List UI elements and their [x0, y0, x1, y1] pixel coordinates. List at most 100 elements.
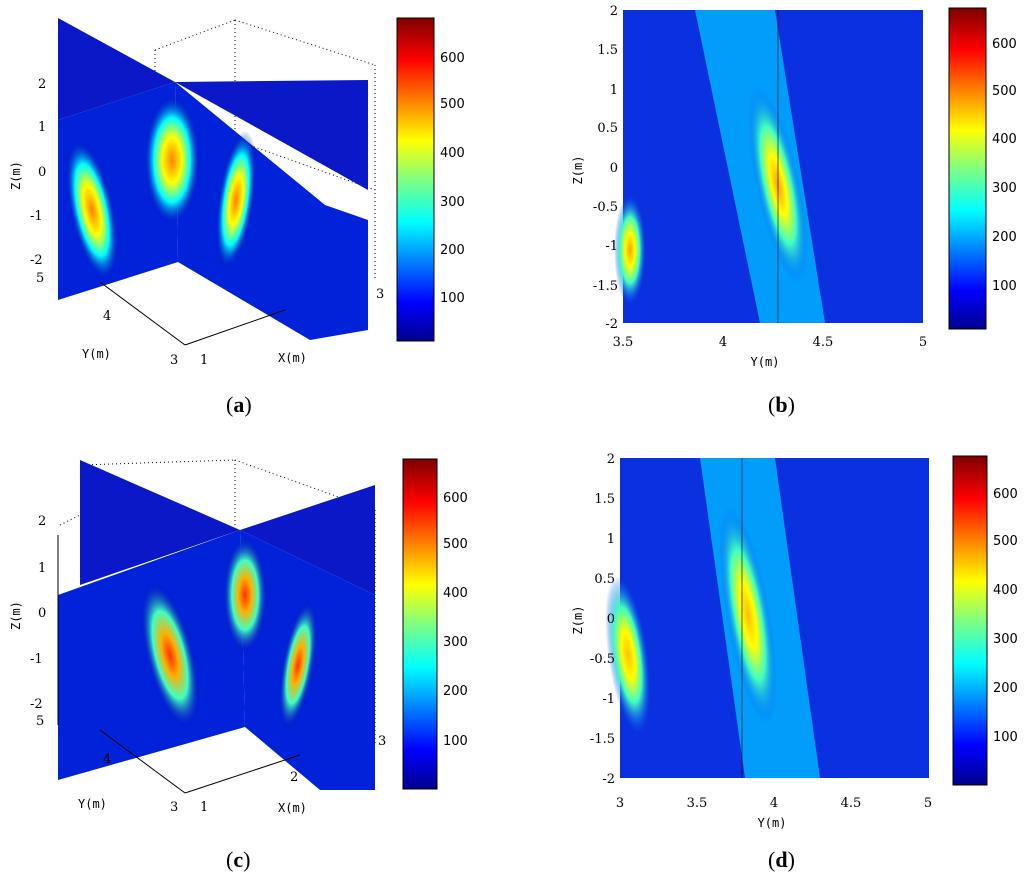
svg-text:3: 3 [378, 734, 386, 749]
panel-b-heatmap: 2 1.5 1 0.5 0 -0.5 -1 -1.5 -2 3.5 4 4.5 … [571, 4, 1017, 369]
3d-box-outline-c [59, 459, 376, 745]
hotspot-c-right [278, 600, 318, 730]
svg-text:1: 1 [38, 561, 46, 576]
panel-a-3d-slices: 2 1 0 -1 -2 5 4 3 1 3 Y(m) X(m) Z(m) 100… [9, 17, 465, 368]
y-axis-line-c [99, 729, 186, 794]
colorbar-ticks-c: 100 200 300 400 500 600 [443, 491, 468, 749]
svg-text:200: 200 [992, 230, 1017, 245]
hotspot-right [215, 130, 257, 270]
svg-text:1: 1 [610, 83, 618, 98]
y-axis-label-b: Z(m) [571, 156, 585, 185]
svg-text:1: 1 [607, 532, 615, 547]
z-axis-label-a: Z(m) [9, 161, 23, 190]
y-axis-label-a: Y(m) [82, 347, 111, 361]
svg-text:500: 500 [992, 84, 1017, 99]
x-ticks-d: 3 3.5 4 4.5 5 [616, 796, 932, 811]
z-axis-label-c: Z(m) [9, 601, 23, 630]
svg-text:600: 600 [440, 51, 465, 66]
x-axis-label-c: X(m) [278, 801, 307, 815]
svg-text:0.5: 0.5 [597, 121, 618, 136]
x-axis-label-d: Y(m) [758, 816, 787, 830]
svg-text:-1.5: -1.5 [593, 279, 618, 294]
svg-text:500: 500 [443, 537, 468, 552]
x-axis-line-c [184, 754, 301, 794]
hotspot-b-left [614, 195, 646, 305]
svg-text:3: 3 [376, 287, 384, 302]
svg-text:5: 5 [924, 796, 932, 811]
y-ticks-d: 2 1.5 1 0.5 0 -0.5 -1 -1.5 -2 [590, 452, 615, 787]
y-ticks-b: 2 1.5 1 0.5 0 -0.5 -1 -1.5 -2 [593, 4, 618, 332]
svg-text:0: 0 [38, 165, 46, 180]
y-axis-label-c: Y(m) [78, 797, 107, 811]
svg-text:2: 2 [610, 4, 618, 19]
svg-text:600: 600 [992, 37, 1017, 52]
svg-text:400: 400 [992, 132, 1017, 147]
svg-text:300: 300 [993, 632, 1018, 647]
y-axis-line-a [99, 281, 186, 346]
svg-text:1: 1 [38, 120, 46, 135]
svg-text:-2: -2 [30, 253, 43, 268]
svg-text:-1: -1 [30, 209, 43, 224]
slice-top-back-c [80, 460, 375, 595]
svg-text:4: 4 [770, 796, 778, 811]
svg-text:-2: -2 [602, 772, 615, 787]
x-axis-label-b: Y(m) [751, 355, 780, 369]
svg-text:-1: -1 [602, 692, 615, 707]
svg-text:-0.5: -0.5 [593, 200, 618, 215]
z-ticks-a: 2 1 0 -1 -2 [30, 77, 46, 268]
panel-c-3d-slices: 2 1 0 -1 -2 5 4 3 1 2 3 Y(m) X(m) Z(m) 1… [9, 458, 468, 815]
y-axis-label-d: Z(m) [571, 606, 585, 635]
svg-text:4.5: 4.5 [841, 796, 862, 811]
colorbar-ticks-a: 100 200 300 400 500 600 [440, 51, 465, 306]
svg-text:500: 500 [993, 534, 1018, 549]
svg-text:200: 200 [993, 681, 1018, 696]
colorbar-d [952, 455, 988, 786]
svg-text:400: 400 [443, 586, 468, 601]
svg-text:0.5: 0.5 [594, 572, 615, 587]
svg-text:0: 0 [38, 606, 46, 621]
colorbar-c [402, 458, 438, 790]
svg-text:-1: -1 [30, 652, 43, 667]
svg-text:4: 4 [103, 752, 111, 767]
colorbar-b [948, 7, 987, 330]
svg-text:200: 200 [440, 243, 465, 258]
svg-text:0: 0 [610, 161, 618, 176]
svg-text:4: 4 [719, 335, 727, 350]
slice-y-plane [175, 82, 368, 340]
svg-text:500: 500 [440, 97, 465, 112]
svg-text:3: 3 [616, 796, 624, 811]
caption-c: (c) [226, 847, 251, 872]
caption-a: (a) [226, 392, 252, 417]
svg-text:1.5: 1.5 [597, 43, 618, 58]
svg-text:3: 3 [170, 800, 178, 815]
caption-d: (d) [768, 847, 795, 872]
x-ticks-b: 3.5 4 4.5 5 [613, 335, 927, 350]
svg-text:400: 400 [440, 146, 465, 161]
colorbar-ticks-d: 100 200 300 400 500 600 [993, 487, 1018, 745]
hotspot-c-left [140, 581, 200, 729]
svg-text:4.5: 4.5 [813, 335, 834, 350]
svg-text:-2: -2 [30, 697, 43, 712]
y-ticks-a: 5 4 3 [36, 271, 178, 368]
svg-text:4: 4 [103, 309, 111, 324]
svg-text:100: 100 [992, 279, 1017, 294]
hotspot-c-center [223, 537, 267, 653]
x-axis-label-a: X(m) [278, 351, 307, 365]
x-axis-line-a [184, 309, 286, 346]
x-ticks-c: 1 2 3 [200, 734, 386, 815]
svg-text:300: 300 [440, 195, 465, 210]
hotspot-center [144, 95, 200, 225]
svg-text:200: 200 [443, 684, 468, 699]
svg-text:2: 2 [38, 77, 46, 92]
hotspot-d-main [719, 506, 777, 724]
colorbar-a [396, 17, 435, 342]
svg-text:1: 1 [200, 353, 208, 368]
panel-d-heatmap: 2 1.5 1 0.5 0 -0.5 -1 -1.5 -2 3 3.5 4 4.… [571, 452, 1018, 830]
svg-text:3.5: 3.5 [687, 796, 708, 811]
svg-text:-2: -2 [605, 317, 618, 332]
svg-text:3: 3 [170, 353, 178, 368]
svg-text:-0.5: -0.5 [590, 652, 615, 667]
svg-text:0: 0 [607, 612, 615, 627]
hotspot-d-left [605, 575, 651, 735]
colorbar-ticks-b: 100 200 300 400 500 600 [992, 37, 1017, 294]
